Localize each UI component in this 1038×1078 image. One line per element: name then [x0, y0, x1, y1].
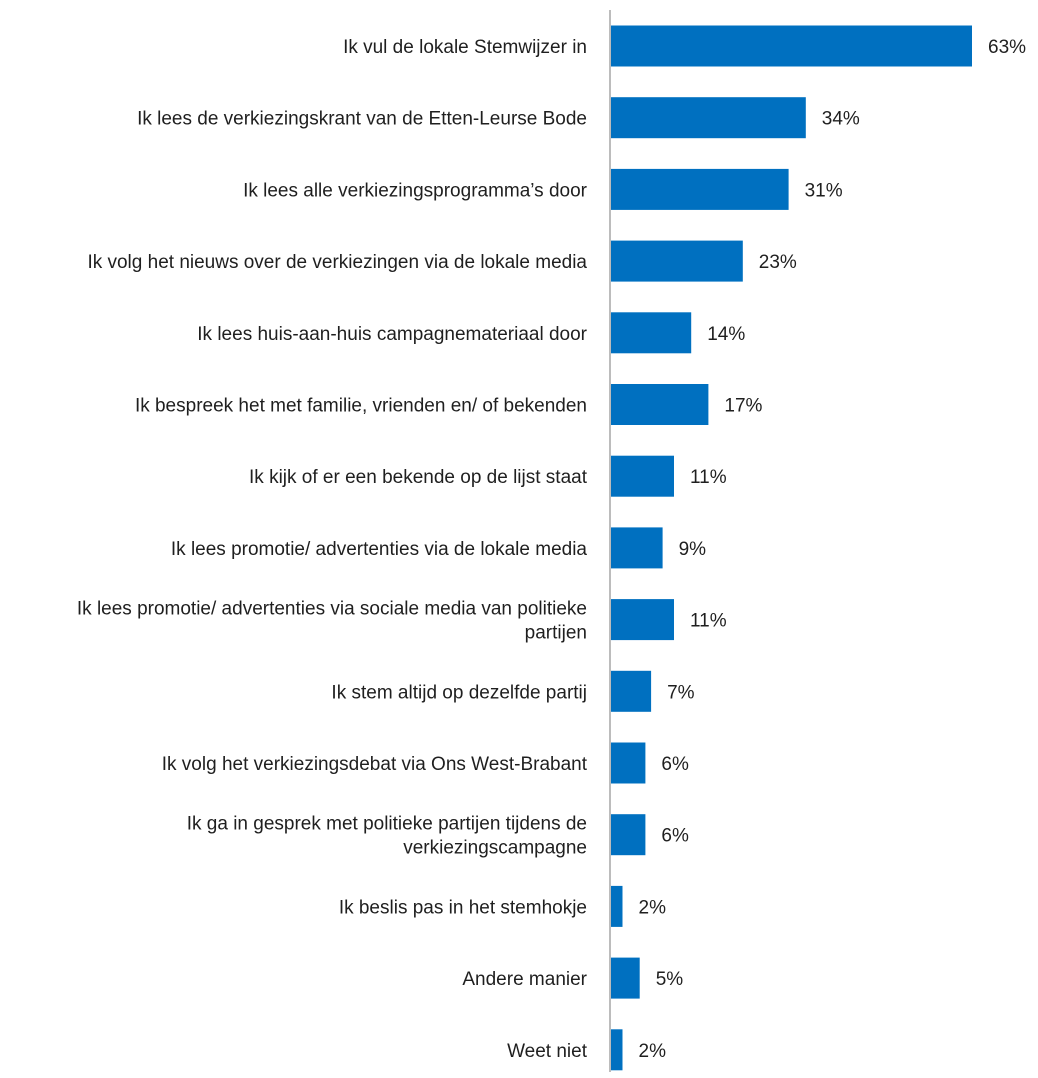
- bar: [611, 384, 709, 425]
- data-label: 2%: [639, 1041, 667, 1062]
- data-label: 63%: [988, 37, 1026, 58]
- bar: [611, 885, 623, 927]
- category-label: Ik ga in gesprek met politieke partijen …: [187, 814, 587, 859]
- category-label: Ik beslis pas in het stemhokje: [339, 897, 587, 918]
- data-label: 17%: [724, 396, 762, 417]
- data-label: 23%: [759, 252, 797, 273]
- category-label: Andere manier: [462, 969, 587, 990]
- bar: [611, 168, 789, 210]
- data-label: 14%: [707, 324, 745, 345]
- data-label: 34%: [822, 109, 860, 130]
- bar: [611, 527, 663, 569]
- bar: [611, 742, 646, 784]
- category-label: Ik lees alle verkiezingsprogramma’s door: [243, 180, 588, 201]
- data-label: 7%: [667, 682, 695, 703]
- category-label: Ik vul de lokale Stemwijzer in: [343, 37, 587, 58]
- data-label: 2%: [639, 897, 667, 918]
- category-label: Ik volg het verkiezingsdebat via Ons Wes…: [162, 754, 588, 775]
- data-label: 5%: [656, 969, 684, 990]
- bar: [611, 599, 674, 641]
- bar: [611, 670, 652, 712]
- bar: [611, 97, 806, 139]
- bar: [611, 455, 674, 497]
- data-label: 6%: [661, 826, 689, 847]
- bar: [611, 240, 743, 282]
- category-label: Ik bespreek het met familie, vrienden en…: [135, 396, 587, 417]
- bar: [611, 312, 692, 354]
- data-label: 9%: [679, 539, 707, 560]
- bar: [611, 814, 646, 856]
- data-label: 6%: [661, 754, 689, 775]
- category-label: Ik kijk of er een bekende op de lijst st…: [249, 467, 588, 488]
- category-label: Ik lees promotie/ advertenties via socia…: [77, 599, 587, 644]
- data-label: 11%: [690, 467, 727, 488]
- category-label: Ik lees promotie/ advertenties via de lo…: [171, 539, 588, 560]
- category-label: Ik lees de verkiezingskrant van de Etten…: [137, 109, 587, 130]
- category-label: Ik stem altijd op dezelfde partij: [331, 682, 587, 703]
- category-label: Weet niet: [507, 1041, 588, 1062]
- bar: [611, 1029, 623, 1071]
- data-label: 31%: [805, 180, 843, 201]
- data-label: 11%: [690, 611, 727, 632]
- bar: [611, 957, 640, 999]
- bar: [611, 25, 972, 67]
- category-label: Ik volg het nieuws over de verkiezingen …: [87, 252, 587, 273]
- category-label: Ik lees huis-aan-huis campagnemateriaal …: [197, 324, 587, 345]
